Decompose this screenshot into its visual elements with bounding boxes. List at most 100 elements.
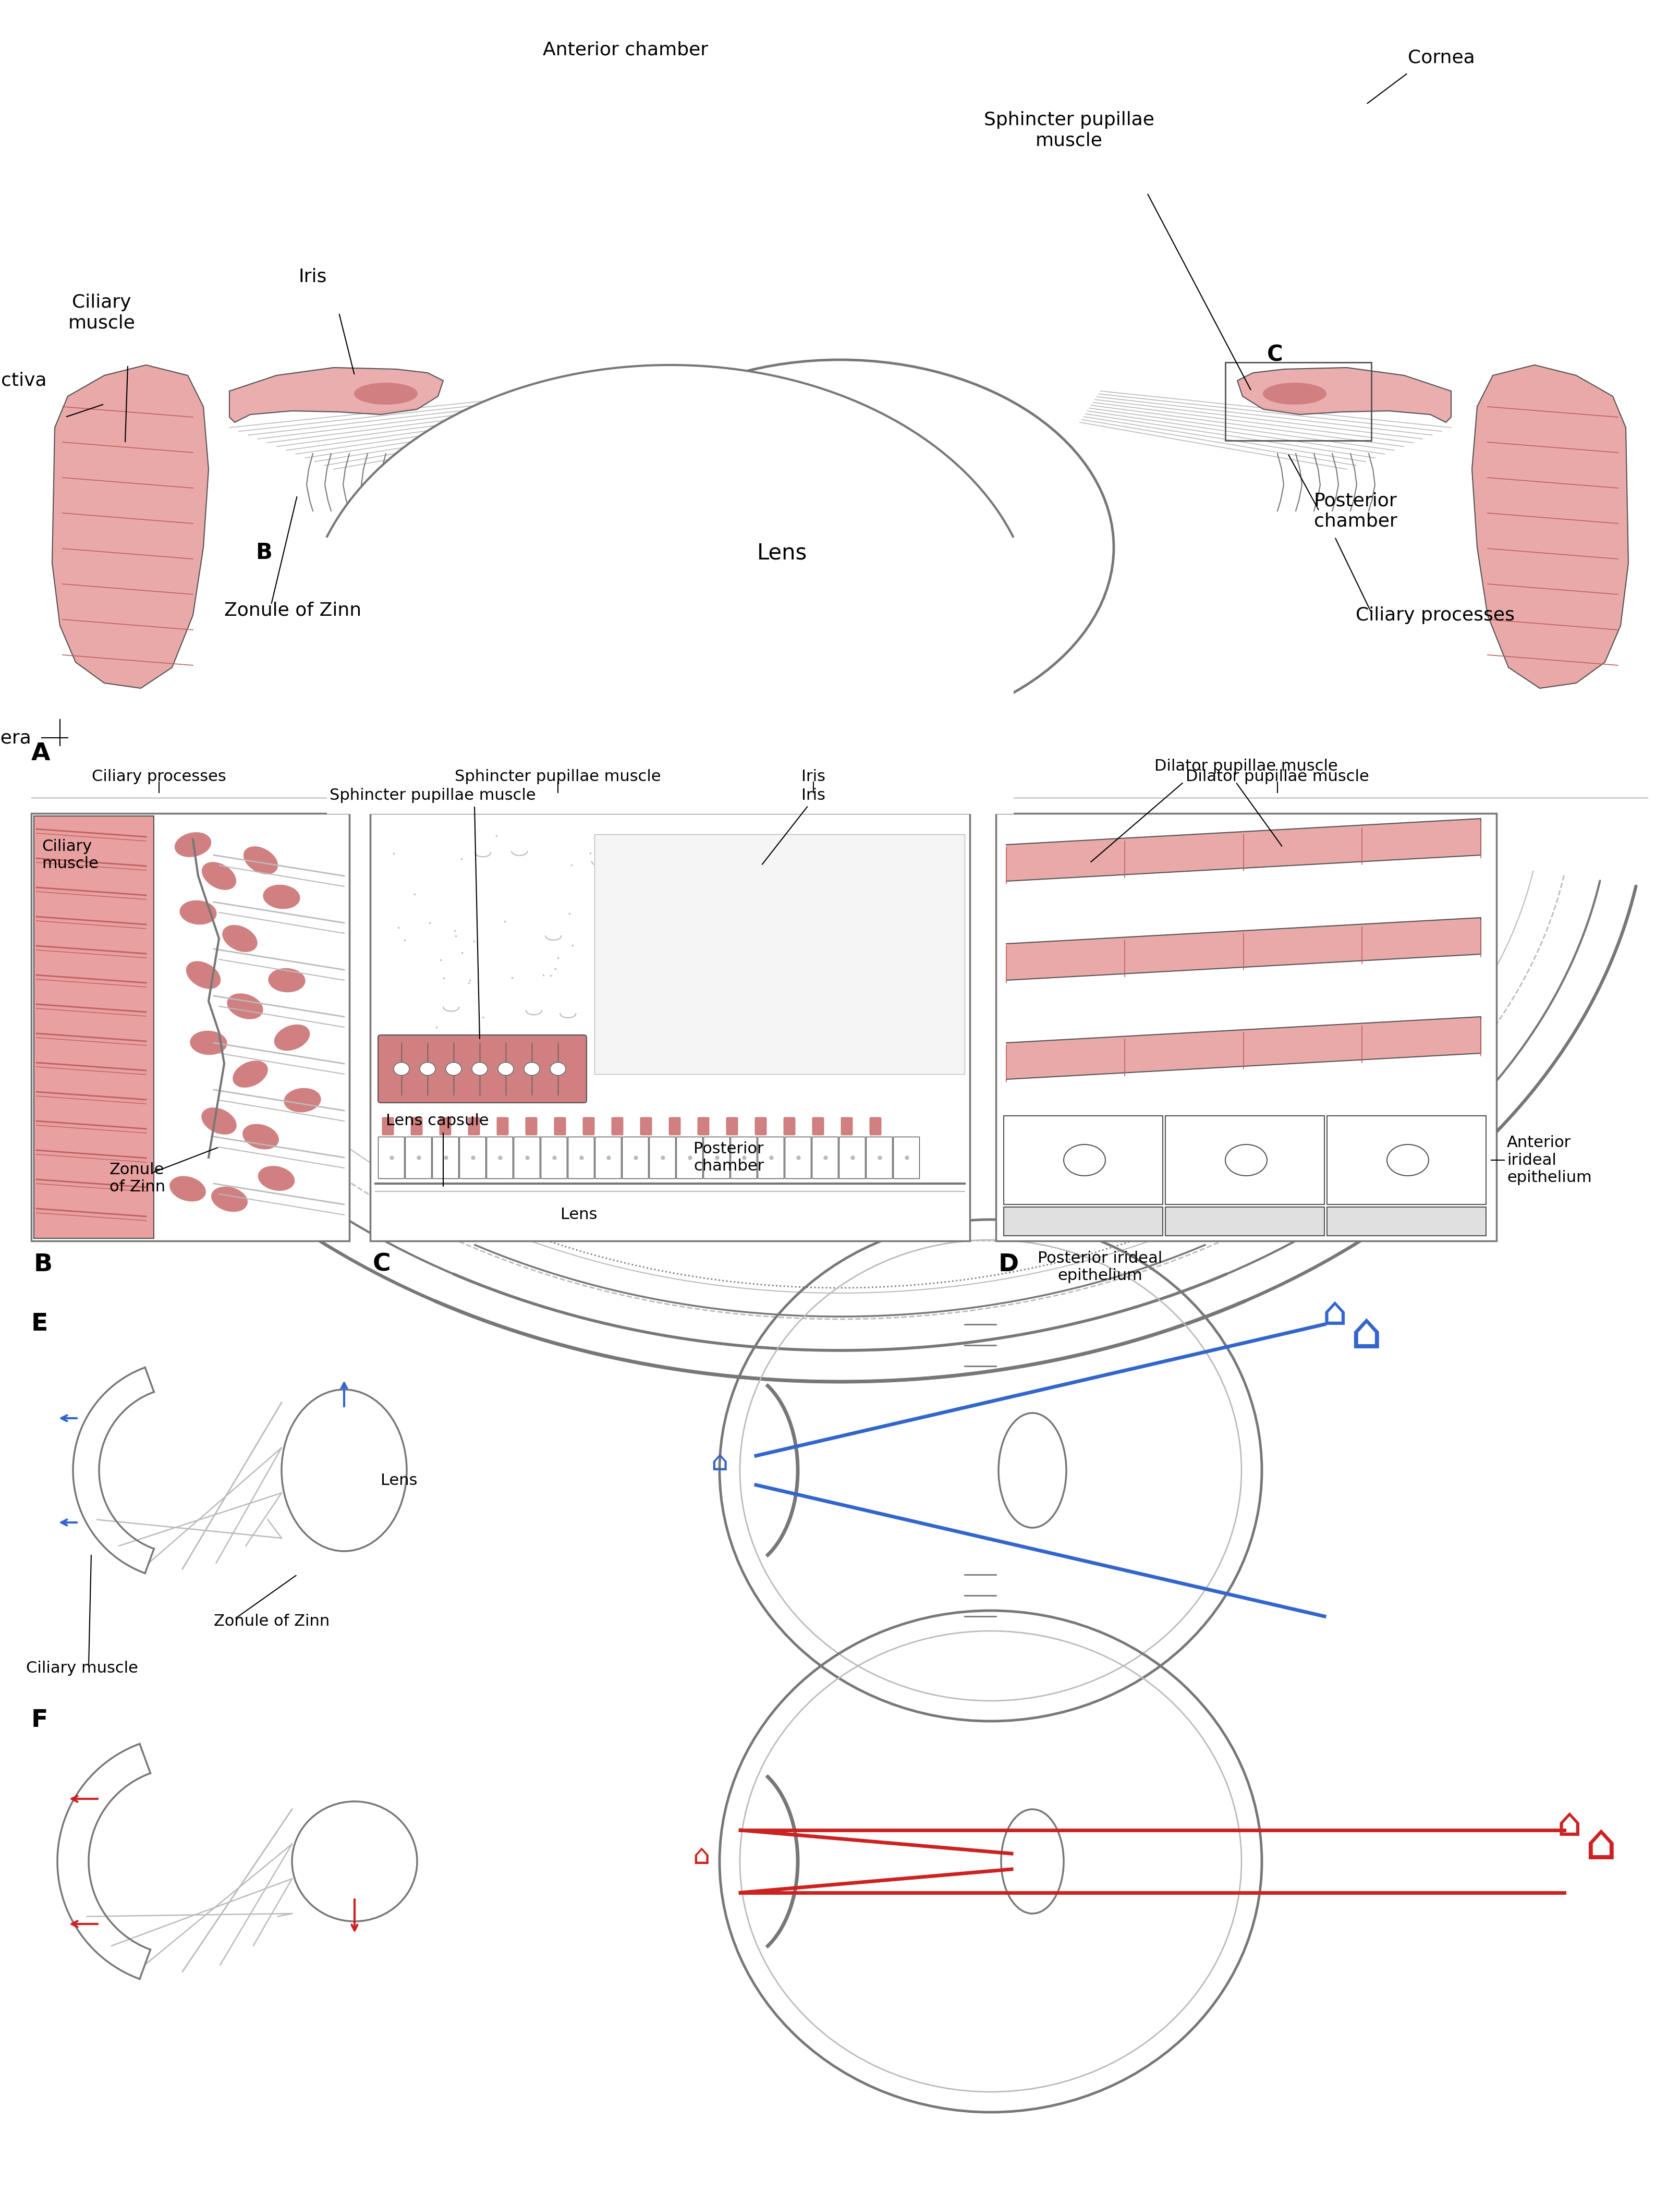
FancyBboxPatch shape xyxy=(440,1118,450,1136)
Ellipse shape xyxy=(244,1125,277,1149)
Text: F: F xyxy=(32,1709,49,1733)
FancyBboxPatch shape xyxy=(840,1118,852,1136)
Ellipse shape xyxy=(284,1087,321,1111)
Text: Anterior
irideal
epithelium: Anterior irideal epithelium xyxy=(1507,1136,1591,1186)
FancyBboxPatch shape xyxy=(1327,1206,1485,1235)
Ellipse shape xyxy=(497,1063,514,1076)
Text: ⌂: ⌂ xyxy=(1349,1310,1381,1358)
FancyBboxPatch shape xyxy=(1164,1206,1324,1235)
Ellipse shape xyxy=(259,1166,294,1191)
Text: ⌂: ⌂ xyxy=(692,1843,711,1870)
Ellipse shape xyxy=(244,849,279,873)
FancyBboxPatch shape xyxy=(554,1118,566,1136)
Ellipse shape xyxy=(222,926,257,950)
Text: C: C xyxy=(373,1252,391,1277)
Polygon shape xyxy=(52,366,208,688)
FancyBboxPatch shape xyxy=(838,1136,865,1177)
FancyBboxPatch shape xyxy=(675,1136,702,1177)
Ellipse shape xyxy=(170,1175,205,1202)
Text: Iris: Iris xyxy=(801,770,825,785)
Ellipse shape xyxy=(185,964,222,988)
FancyBboxPatch shape xyxy=(459,1136,486,1177)
Ellipse shape xyxy=(420,1063,435,1076)
Text: D: D xyxy=(998,1252,1018,1277)
FancyBboxPatch shape xyxy=(996,814,1495,1241)
FancyBboxPatch shape xyxy=(595,833,964,1074)
FancyBboxPatch shape xyxy=(568,1136,593,1177)
FancyBboxPatch shape xyxy=(1327,1116,1485,1204)
Text: E: E xyxy=(32,1312,49,1336)
FancyBboxPatch shape xyxy=(811,1118,823,1136)
Ellipse shape xyxy=(354,384,417,404)
FancyBboxPatch shape xyxy=(865,1136,892,1177)
FancyBboxPatch shape xyxy=(405,1136,432,1177)
FancyBboxPatch shape xyxy=(381,1118,393,1136)
Ellipse shape xyxy=(445,1063,462,1076)
Polygon shape xyxy=(230,368,444,423)
Text: Posterior irideal
epithelium: Posterior irideal epithelium xyxy=(1038,1250,1163,1283)
FancyBboxPatch shape xyxy=(370,814,969,1241)
Text: Ciliary
muscle: Ciliary muscle xyxy=(69,293,134,333)
Text: Zonule
of Zinn: Zonule of Zinn xyxy=(109,1162,165,1195)
Text: Ciliary muscle: Ciliary muscle xyxy=(27,1660,138,1676)
Text: ⌂: ⌂ xyxy=(1584,1821,1616,1870)
FancyBboxPatch shape xyxy=(34,816,155,1239)
FancyBboxPatch shape xyxy=(378,1034,586,1102)
Text: Zonule of Zinn: Zonule of Zinn xyxy=(213,1614,329,1629)
Text: Iris: Iris xyxy=(801,787,825,803)
Text: Dilator pupillae muscle: Dilator pupillae muscle xyxy=(1186,770,1369,785)
FancyBboxPatch shape xyxy=(870,1118,880,1136)
FancyBboxPatch shape xyxy=(697,1118,709,1136)
FancyBboxPatch shape xyxy=(32,814,349,1241)
Ellipse shape xyxy=(202,1109,237,1133)
Ellipse shape xyxy=(175,833,212,856)
FancyBboxPatch shape xyxy=(785,1136,810,1177)
Ellipse shape xyxy=(274,1025,311,1050)
Text: ⌂: ⌂ xyxy=(1322,1294,1347,1334)
Text: Posterior
chamber: Posterior chamber xyxy=(694,1142,764,1173)
Ellipse shape xyxy=(202,864,237,889)
Ellipse shape xyxy=(549,1063,566,1076)
FancyBboxPatch shape xyxy=(432,1136,459,1177)
Text: Zonule of Zinn: Zonule of Zinn xyxy=(223,602,361,620)
FancyBboxPatch shape xyxy=(1003,1206,1163,1235)
Text: Dilator pupillae muscle: Dilator pupillae muscle xyxy=(1154,759,1337,774)
FancyBboxPatch shape xyxy=(469,1118,479,1136)
Text: Lens: Lens xyxy=(559,1208,596,1222)
FancyBboxPatch shape xyxy=(410,1118,422,1136)
Polygon shape xyxy=(1236,368,1450,423)
Text: ⌂: ⌂ xyxy=(1556,1806,1581,1843)
Ellipse shape xyxy=(264,884,299,908)
FancyBboxPatch shape xyxy=(486,1136,512,1177)
FancyBboxPatch shape xyxy=(595,1136,622,1177)
FancyBboxPatch shape xyxy=(514,1136,539,1177)
FancyBboxPatch shape xyxy=(783,1118,795,1136)
FancyBboxPatch shape xyxy=(731,1136,756,1177)
Text: A: A xyxy=(32,741,50,765)
FancyBboxPatch shape xyxy=(726,1118,738,1136)
Text: Conjunctiva: Conjunctiva xyxy=(0,373,47,390)
Ellipse shape xyxy=(227,994,264,1019)
Text: Sphincter pupillae muscle: Sphincter pupillae muscle xyxy=(455,770,660,785)
Text: Anterior chamber: Anterior chamber xyxy=(543,40,709,57)
Text: C: C xyxy=(1267,344,1282,366)
Polygon shape xyxy=(1472,366,1628,688)
Text: Ciliary
muscle: Ciliary muscle xyxy=(42,838,99,871)
Text: Sphincter pupillae
muscle: Sphincter pupillae muscle xyxy=(983,110,1154,150)
Ellipse shape xyxy=(234,1061,267,1087)
Text: Cornea: Cornea xyxy=(1408,49,1475,66)
Ellipse shape xyxy=(190,1032,227,1054)
FancyBboxPatch shape xyxy=(648,1136,675,1177)
FancyBboxPatch shape xyxy=(811,1136,838,1177)
FancyBboxPatch shape xyxy=(622,1136,648,1177)
Text: Iris: Iris xyxy=(299,267,328,284)
Text: Sphincter pupillae muscle: Sphincter pupillae muscle xyxy=(329,787,536,803)
FancyBboxPatch shape xyxy=(669,1118,680,1136)
Ellipse shape xyxy=(1263,384,1326,404)
Text: Lens: Lens xyxy=(756,542,806,564)
FancyBboxPatch shape xyxy=(612,1118,623,1136)
Text: Sclera: Sclera xyxy=(0,730,32,747)
Text: Lens: Lens xyxy=(380,1473,417,1488)
FancyBboxPatch shape xyxy=(704,1136,729,1177)
FancyBboxPatch shape xyxy=(583,1118,595,1136)
